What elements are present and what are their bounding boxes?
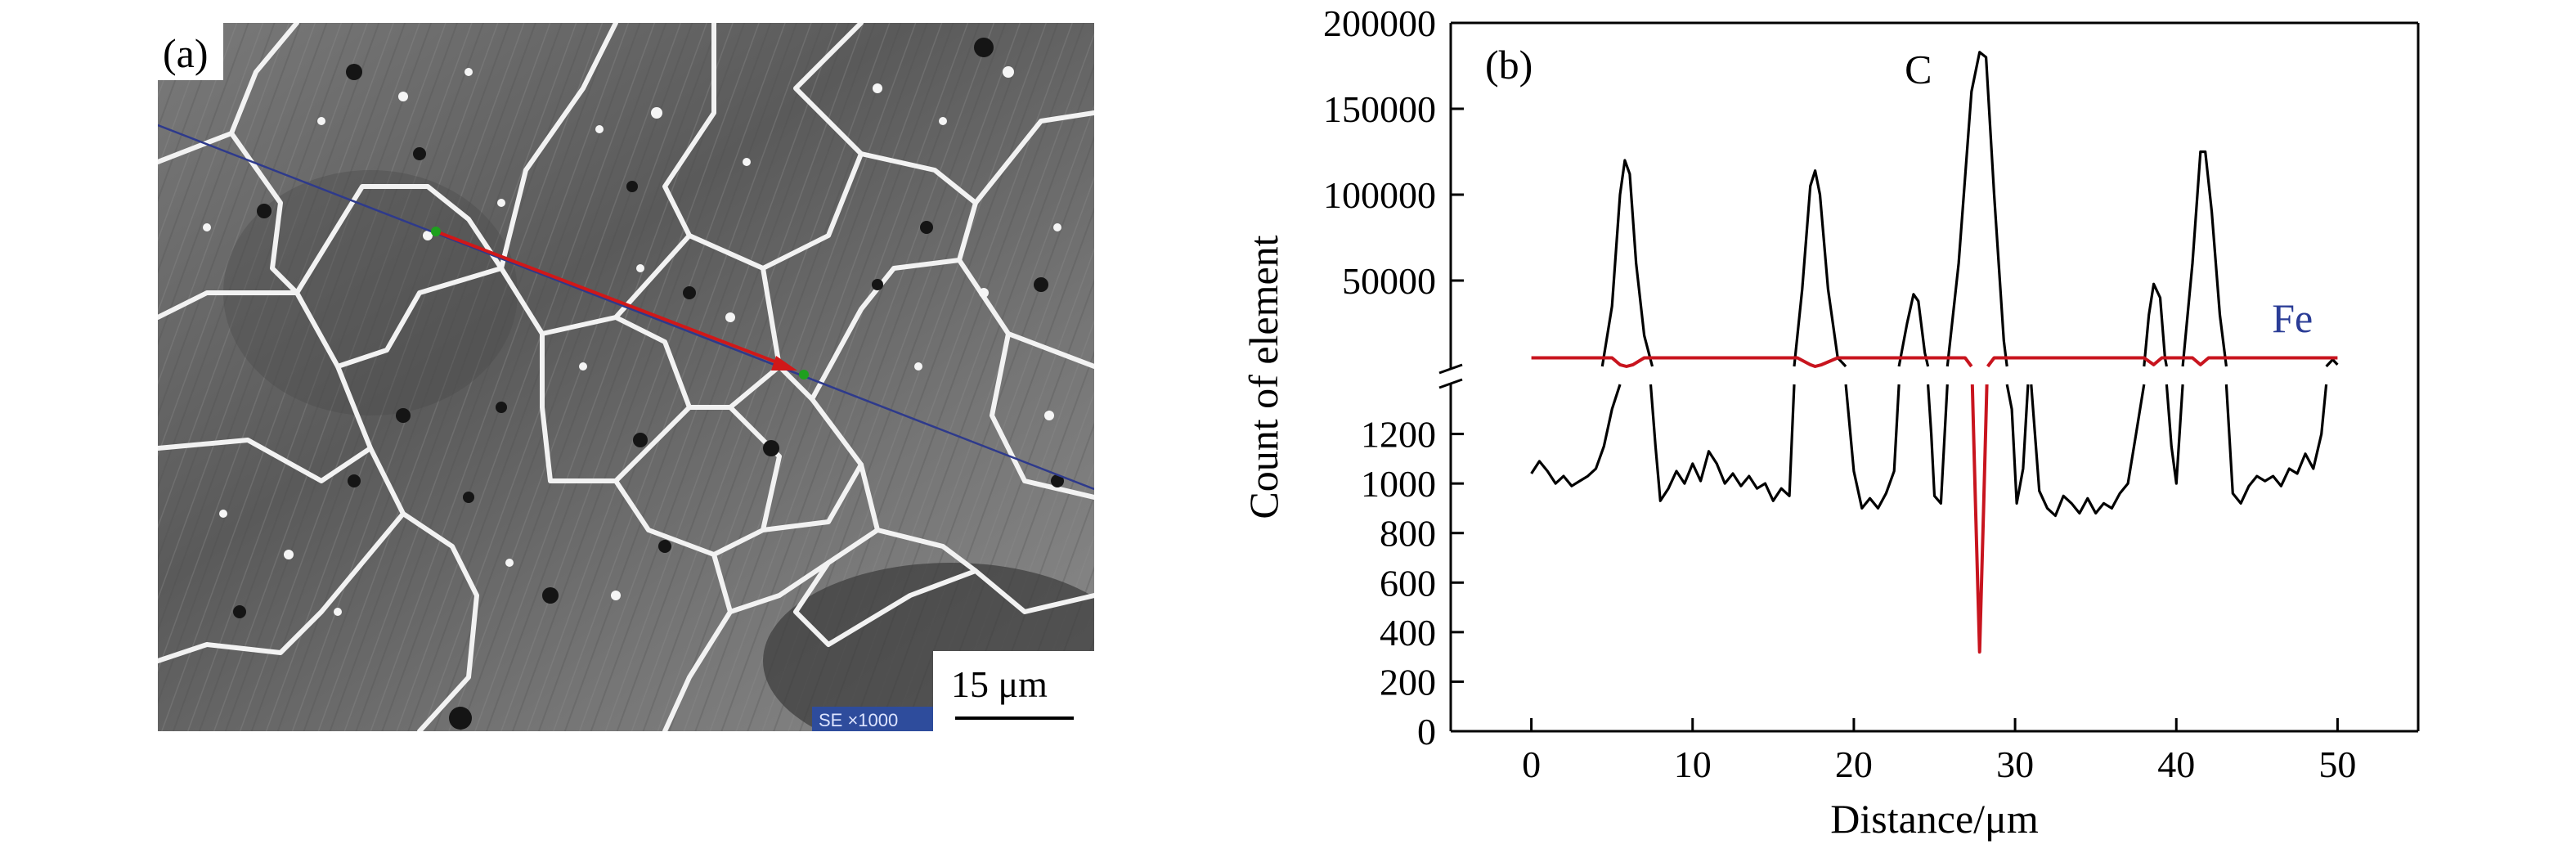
axis-break-mark (1438, 363, 1463, 375)
x-tick-label: 30 (1996, 743, 2034, 785)
y-tick-label-upper: 100000 (1323, 174, 1436, 216)
axis-break-mark (1438, 378, 1463, 389)
y-tick-label-upper: 50000 (1342, 260, 1436, 302)
series-c-line (2181, 150, 2228, 367)
linescan-path (158, 124, 1094, 491)
x-tick-label: 10 (1674, 743, 1712, 785)
series-c-line (1793, 169, 1847, 368)
dark-region (223, 170, 518, 416)
y-axis-label: Count of element (1241, 235, 1286, 519)
linescan-arrow (435, 230, 788, 368)
grain-boundaries (158, 23, 1094, 731)
y-tick-label-lower: 400 (1380, 612, 1436, 654)
linescan-start-marker (431, 227, 441, 236)
y-tick-label-lower: 800 (1380, 513, 1436, 555)
panel-label-bg (158, 23, 223, 80)
y-tick-label-lower: 600 (1380, 562, 1436, 604)
y-tick-label-lower: 1000 (1361, 463, 1436, 505)
x-tick-label: 50 (2318, 743, 2356, 785)
series-c-line (1897, 293, 1930, 367)
x-axis-label: Distance/μm (1830, 796, 2039, 842)
x-tick-label: 20 (1835, 743, 1873, 785)
y-tick-label-lower: 0 (1417, 711, 1436, 752)
scale-bar-label: 15 μm (951, 663, 1048, 705)
sem-micrograph: (a) SE ×1000 15 μm (158, 23, 1094, 731)
precipitates (203, 66, 1061, 616)
y-tick-label-upper: 150000 (1323, 88, 1436, 130)
series-fe-line (1970, 384, 1989, 654)
annotation-fe: Fe (2272, 295, 2313, 341)
sem-info-text: SE ×1000 (819, 710, 898, 730)
panel-label-a: (a) (163, 30, 209, 76)
y-tick-label-lower: 200 (1380, 661, 1436, 703)
sem-info-bar (812, 707, 935, 731)
y-tick-label-lower: 1200 (1361, 414, 1436, 456)
pores (233, 38, 1064, 730)
x-tick-label: 0 (1522, 743, 1541, 785)
series-c-line (2005, 384, 2030, 505)
series-c-line (2165, 384, 2184, 485)
series-fe-line (1531, 356, 1973, 368)
panel-label-b: (b) (1485, 42, 1533, 88)
series-c-line (1600, 159, 1654, 367)
series-c-line (2143, 282, 2168, 367)
linescan-end-marker (799, 370, 809, 380)
series-c-line (2030, 384, 2146, 518)
series-c-line (1649, 384, 1796, 502)
series-c-line (2325, 358, 2339, 368)
series-c-line (1927, 384, 1949, 505)
series-c-line (1530, 384, 1622, 487)
series-c-line (2224, 384, 2328, 505)
x-tick-label: 40 (2157, 743, 2195, 785)
linescan-arrowhead (771, 356, 797, 371)
annotation-c: C (1905, 47, 1932, 92)
y-tick-label-upper: 200000 (1323, 2, 1436, 44)
series-c-line (1945, 51, 2008, 367)
series-fe-line (1986, 356, 2338, 368)
series-c-line (1844, 384, 1901, 510)
